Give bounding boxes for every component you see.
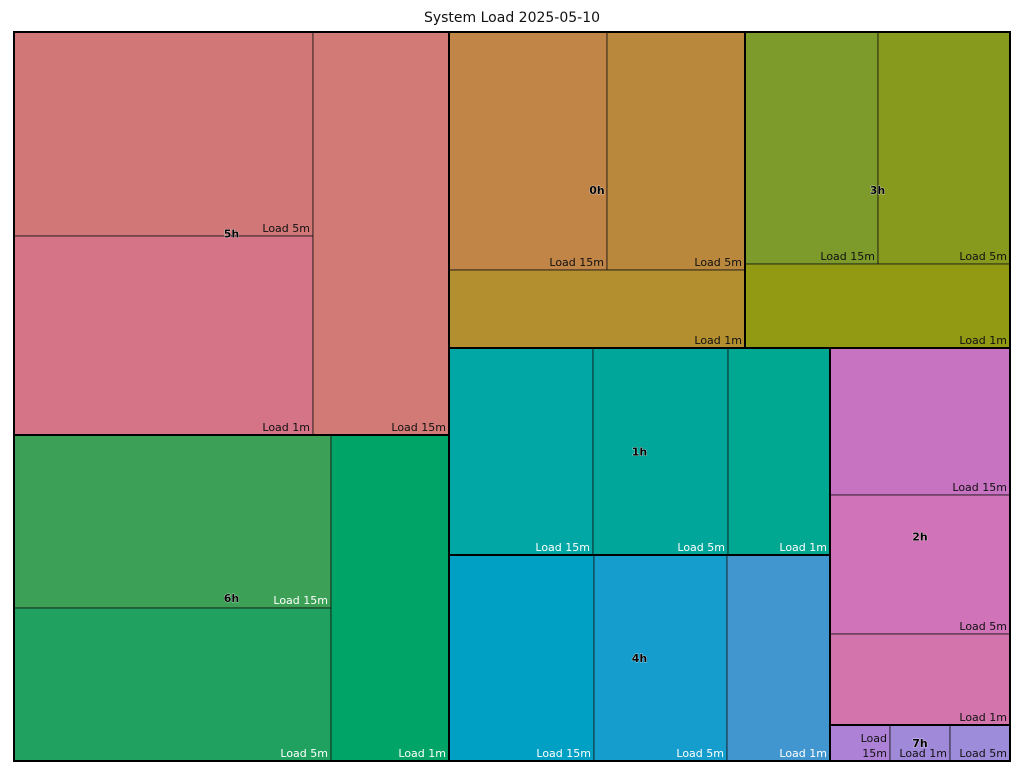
group-2h: Load 15m Load 5m Load 1m 2h (829, 347, 1011, 726)
tile-label-3h-load-1m: Load 1m (959, 334, 1007, 347)
tile-label-1h-load-15m: Load 15m (535, 541, 590, 554)
tile-label-1h-load-1m: Load 1m (779, 541, 827, 554)
group-7h: Load 15m Load 1m Load 5m 7h (829, 724, 1011, 762)
group-label-4h: 4h (632, 652, 648, 665)
group-border-7h (829, 724, 1011, 762)
tile-6h-load-1m (330, 434, 450, 762)
tile-label-4h-load-15m: Load 15m (536, 747, 591, 760)
tile-3h-load-1m (744, 263, 1011, 349)
tile-4h-load-1m (726, 554, 831, 762)
group-label-6h: 6h (224, 592, 240, 605)
group-label-0h: 0h (589, 184, 605, 197)
tile-2h-load-15m (829, 347, 1011, 496)
tile-label-5h-load-15m: Load 15m (391, 421, 446, 434)
group-label-5h: 5h (224, 228, 240, 241)
tile-5h-load-1m (13, 235, 314, 436)
tile-label-3h-load-15m: Load 15m (820, 250, 875, 263)
tile-label-2h-load-5m: Load 5m (959, 620, 1007, 633)
tile-label-0h-load-1m: Load 1m (694, 334, 742, 347)
tile-2h-load-5m (829, 494, 1011, 635)
tile-label-3h-load-5m: Load 5m (959, 250, 1007, 263)
tile-label-5h-load-1m: Load 1m (262, 421, 310, 434)
group-label-2h: 2h (912, 531, 928, 544)
tile-label-0h-load-5m: Load 5m (694, 256, 742, 269)
tile-6h-load-15m (13, 434, 332, 609)
tile-label-1h-load-5m: Load 5m (677, 541, 725, 554)
tile-label-7h-load-1m: Load 1m (899, 747, 947, 760)
tile-3h-load-15m (744, 31, 879, 265)
tile-7h-load-1m (889, 724, 951, 762)
tile-label-2h-load-15m: Load 15m (952, 481, 1007, 494)
chart-title: System Load 2025-05-10 (423, 10, 601, 26)
tile-7h-load-5m (949, 724, 1011, 762)
tile-label-7h-load-5m: Load 5m (959, 747, 1007, 760)
tile-7h-load-15m (829, 724, 891, 762)
tile-label-6h-load-5m: Load 5m (280, 747, 328, 760)
group-3h: Load 15m Load 5m Load 1m 3h (744, 31, 1011, 349)
group-label-3h: 3h (870, 184, 886, 197)
tile-5h-load-5m (13, 31, 314, 237)
tile-label-6h-load-1m: Load 1m (398, 747, 446, 760)
group-5h: Load 5m Load 1m Load 15m 5h (13, 31, 450, 436)
group-label-1h: 1h (632, 446, 648, 459)
group-1h: Load 15m Load 5m Load 1m 1h (448, 347, 831, 556)
tile-5h-load-15m (312, 31, 450, 436)
tile-0h-load-5m (606, 31, 746, 271)
tile-label-4h-load-1m: Load 1m (779, 747, 827, 760)
tile-1h-load-1m (727, 347, 831, 556)
tile-6h-load-5m (13, 607, 332, 762)
tile-1h-load-5m (592, 347, 729, 556)
tile-label-7h-load-15m: Load 15m (861, 732, 887, 760)
tile-3h-load-5m (877, 31, 1011, 265)
group-6h: Load 15m Load 5m Load 1m 6h (13, 434, 450, 762)
group-4h: Load 15m Load 5m Load 1m 4h (448, 554, 831, 762)
tile-0h-load-15m (448, 31, 608, 271)
group-label-7h: 7h (912, 737, 928, 750)
tile-label-0h-load-15m: Load 15m (549, 256, 604, 269)
tile-4h-load-5m (593, 554, 728, 762)
tile-label-5h-load-5m: Load 5m (262, 222, 310, 235)
tile-0h-load-1m (448, 269, 746, 349)
group-0h: Load 15m Load 5m Load 1m 0h (448, 31, 746, 349)
tile-label-4h-load-5m: Load 5m (676, 747, 724, 760)
tile-label-2h-load-1m: Load 1m (959, 711, 1007, 724)
tile-1h-load-15m (448, 347, 594, 556)
tile-4h-load-15m (448, 554, 595, 762)
tile-label-6h-load-15m: Load 15m (273, 594, 328, 607)
